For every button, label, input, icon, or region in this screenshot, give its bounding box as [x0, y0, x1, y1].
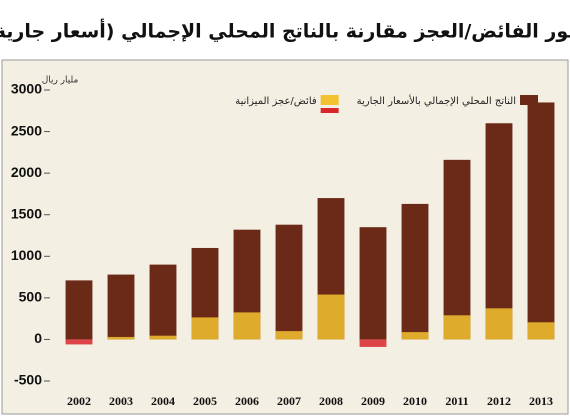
- bar: [401, 203, 429, 340]
- bar: [485, 308, 513, 340]
- y-tick-label: -500: [14, 372, 42, 388]
- bar: [65, 280, 93, 340]
- x-tick-label: 2010: [403, 394, 427, 408]
- legend-swatch: [320, 108, 339, 113]
- x-tick-label: 2004: [151, 394, 175, 408]
- bar: [149, 335, 177, 340]
- bar: [443, 159, 471, 340]
- x-tick-label: 2005: [193, 394, 217, 408]
- bar: [359, 227, 387, 340]
- bar: [317, 294, 345, 340]
- x-tick-label: 2011: [445, 394, 468, 408]
- y-tick-label: 0: [34, 330, 42, 346]
- bar: [443, 315, 471, 340]
- legend-label: فائض/عجز الميزانية: [235, 96, 317, 107]
- bar: [233, 312, 261, 340]
- bar: [275, 331, 303, 340]
- bar: [191, 317, 219, 340]
- x-tick-label: 2002: [67, 394, 91, 408]
- x-tick-label: 2013: [529, 394, 553, 408]
- bar: [149, 264, 177, 340]
- x-tick-label: 2012: [487, 394, 511, 408]
- bar: [275, 224, 303, 340]
- bar: [401, 332, 429, 340]
- legend-swatch: [520, 95, 538, 105]
- bar: [107, 336, 135, 340]
- x-tick-label: 2007: [277, 394, 301, 408]
- bar: [527, 322, 555, 340]
- bar: [485, 123, 513, 340]
- y-tick-label: 1000: [11, 247, 42, 263]
- bar: [527, 102, 555, 340]
- bar: [359, 339, 387, 347]
- x-tick-label: 2003: [109, 394, 133, 408]
- y-tick-label: 500: [19, 289, 43, 305]
- y-tick-label: 2000: [11, 164, 42, 180]
- y-tick-label: 1500: [11, 205, 42, 221]
- x-tick-label: 2006: [235, 394, 259, 408]
- y-tick-label: 3000: [11, 81, 42, 97]
- y-tick-label: 2500: [11, 122, 42, 138]
- legend-label: الناتج المحلي الإجمالي بالأسعار الجارية: [357, 94, 516, 107]
- unit-label: مليار ريال: [42, 76, 79, 86]
- chart-title: تطور الفائض/العجز مقارنة بالناتج المحلي …: [0, 19, 570, 43]
- legend-swatch: [320, 95, 339, 105]
- bar: [107, 274, 135, 340]
- x-tick-label: 2009: [361, 394, 385, 408]
- bar: [65, 339, 93, 345]
- x-tick-label: 2008: [319, 394, 343, 408]
